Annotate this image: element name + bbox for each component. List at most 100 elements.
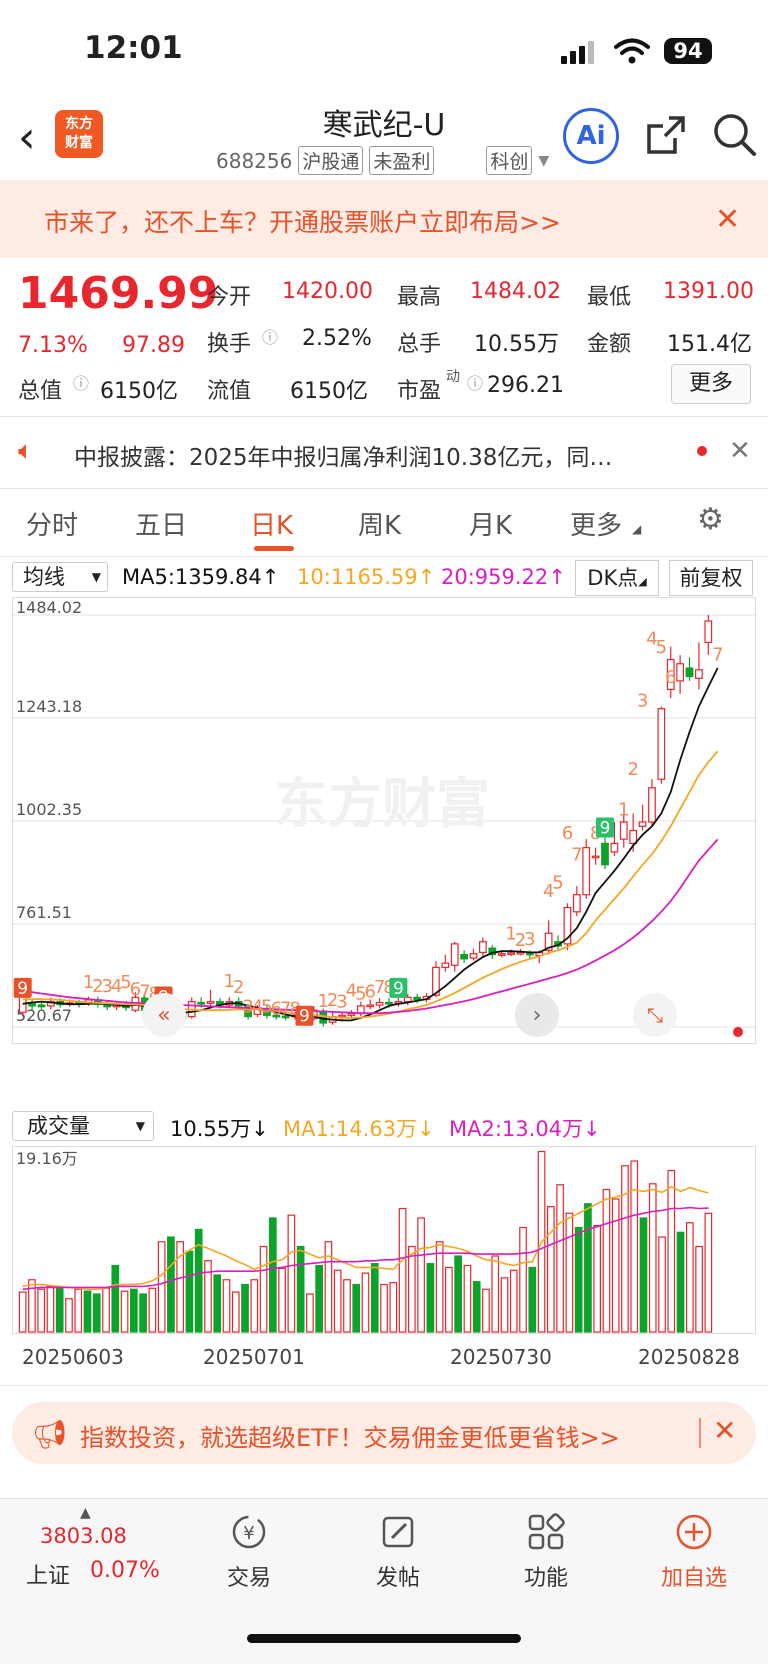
- volume-bar: [250, 1279, 259, 1333]
- grid-icon[interactable]: [506, 1512, 586, 1561]
- tab-daily-k[interactable]: 日K: [250, 511, 294, 541]
- candle: [469, 953, 478, 959]
- ai-assistant-button[interactable]: Ai: [563, 108, 619, 164]
- tag-board[interactable]: 科创: [486, 146, 533, 175]
- dk-mark-label: 1: [224, 971, 235, 992]
- dk-mark-label: 2: [92, 976, 103, 997]
- volume-bar: [463, 1264, 472, 1333]
- divider: [0, 488, 768, 489]
- index-change[interactable]: 0.07%: [90, 1558, 160, 1583]
- candle: [460, 953, 469, 960]
- info-icon[interactable]: ⓘ: [262, 328, 279, 347]
- y-tick-label: 1484.02: [16, 598, 82, 617]
- candle: [441, 962, 450, 969]
- tab-more[interactable]: 更多: [570, 511, 623, 541]
- etf-ad-text[interactable]: 指数投资，就选超级ETF！交易佣金更低更省钱>>: [80, 1424, 620, 1452]
- index-value[interactable]: 3803.08: [40, 1524, 127, 1548]
- info-icon[interactable]: ⓘ: [73, 374, 90, 393]
- volume-bar: [102, 1287, 110, 1333]
- dk-point-button[interactable]: DK点◢: [575, 560, 659, 596]
- fullscreen-button: [633, 993, 677, 1037]
- indicator-select[interactable]: 均线 ▼: [12, 562, 108, 592]
- dk-mark-label: 7: [139, 981, 150, 1002]
- dk-mark-label: 3: [336, 992, 347, 1013]
- divider: [699, 1418, 701, 1448]
- more-quote-button[interactable]: 更多: [671, 364, 751, 404]
- tab-monthly-k[interactable]: 月K: [469, 511, 513, 541]
- search-icon[interactable]: [712, 112, 758, 158]
- plus-circle-icon[interactable]: [654, 1512, 734, 1561]
- volume-frame: [12, 1146, 756, 1334]
- info-icon[interactable]: ⓘ: [467, 374, 484, 393]
- volume-bar: [445, 1266, 453, 1333]
- dk-mark-label: 9: [393, 979, 404, 999]
- tag-unprofitable: 未盈利: [369, 146, 435, 175]
- nav-functions[interactable]: 功能: [523, 1566, 568, 1591]
- candle: [497, 953, 506, 956]
- nav-add-watchlist[interactable]: 加自选: [660, 1566, 727, 1591]
- dk-mark-label: 4: [111, 976, 122, 997]
- volume-bar: [407, 1245, 416, 1333]
- volume-value: 10.55万↓: [170, 1117, 269, 1141]
- open-value: 1420.00: [282, 279, 373, 304]
- chevron-left-icon: ‹: [18, 112, 36, 163]
- close-icon[interactable]: ✕: [715, 202, 741, 237]
- close-icon[interactable]: ✕: [729, 436, 751, 466]
- low-value: 1391.00: [663, 279, 754, 304]
- dk-mark-label: 4: [346, 980, 357, 1001]
- current-price: 1469.99: [18, 268, 219, 319]
- scroll-right-button: [515, 993, 559, 1037]
- index-name[interactable]: 上证: [26, 1564, 71, 1589]
- volume-indicator-select[interactable]: 成交量 ▼: [12, 1111, 154, 1141]
- notice-text[interactable]: 中报披露：2025年中报归属净利润10.38亿元，同…: [74, 445, 613, 471]
- volume-bar: [556, 1184, 564, 1333]
- volume-bar: [639, 1217, 648, 1333]
- dk-mark-label: 3: [242, 996, 253, 1017]
- candle: [403, 996, 412, 1003]
- promo-banner-text[interactable]: 市来了，还不上车？开通股票账户立即布局>>: [44, 208, 561, 237]
- tab-intraday[interactable]: 分时: [26, 511, 79, 541]
- volume-bar: [306, 1293, 314, 1333]
- date-tick: 20250701: [203, 1345, 305, 1369]
- dk-mark-label: 1: [618, 800, 629, 821]
- close-icon[interactable]: ✕: [713, 1414, 737, 1447]
- nav-trade[interactable]: 交易: [226, 1566, 271, 1591]
- gear-icon[interactable]: ⚙: [697, 502, 724, 537]
- edit-icon[interactable]: [358, 1512, 438, 1561]
- ma20-line: [22, 838, 719, 1015]
- etf-ad-banner[interactable]: [12, 1402, 756, 1464]
- volume-bar: [268, 1217, 277, 1333]
- nav-post[interactable]: 发帖: [375, 1566, 420, 1591]
- caret-up-icon: ▲: [80, 1505, 91, 1521]
- volume-bar: [435, 1241, 444, 1333]
- volume-value: 10.55万: [474, 332, 559, 357]
- volume-bar: [213, 1274, 222, 1333]
- stock-name: 寒武纪-U: [322, 108, 446, 143]
- share-icon[interactable]: [645, 114, 687, 156]
- volume-bar: [167, 1236, 175, 1333]
- volume-bar: [204, 1260, 212, 1333]
- battery-indicator: 94: [664, 38, 712, 64]
- volume-y-tick: 19.16万: [16, 1149, 78, 1168]
- dk-mark-label: 6: [562, 823, 573, 844]
- tab-five-day[interactable]: 五日: [135, 511, 188, 541]
- caret-down-icon: ◢: [638, 575, 647, 588]
- volume-bar: [472, 1281, 481, 1333]
- volume-bar: [658, 1236, 666, 1333]
- active-tab-indicator: [254, 546, 294, 551]
- volume-chart[interactable]: 19.16万: [12, 1146, 756, 1334]
- volume-bar: [28, 1279, 36, 1333]
- volume-bar: [491, 1255, 500, 1333]
- promo-banner[interactable]: [0, 180, 768, 258]
- volume-bar: [519, 1226, 527, 1333]
- volume-bar: [296, 1245, 305, 1333]
- volume-bar: [157, 1241, 166, 1333]
- volume-bar: [222, 1279, 231, 1333]
- dk-mark-label: 5: [656, 637, 667, 658]
- high-label: 最高: [397, 285, 442, 310]
- yen-exchange-icon[interactable]: ¥: [209, 1512, 289, 1561]
- back-button[interactable]: ‹: [18, 112, 36, 163]
- price-adjust-button[interactable]: 前复权: [669, 560, 753, 596]
- tab-weekly-k[interactable]: 周K: [358, 511, 402, 541]
